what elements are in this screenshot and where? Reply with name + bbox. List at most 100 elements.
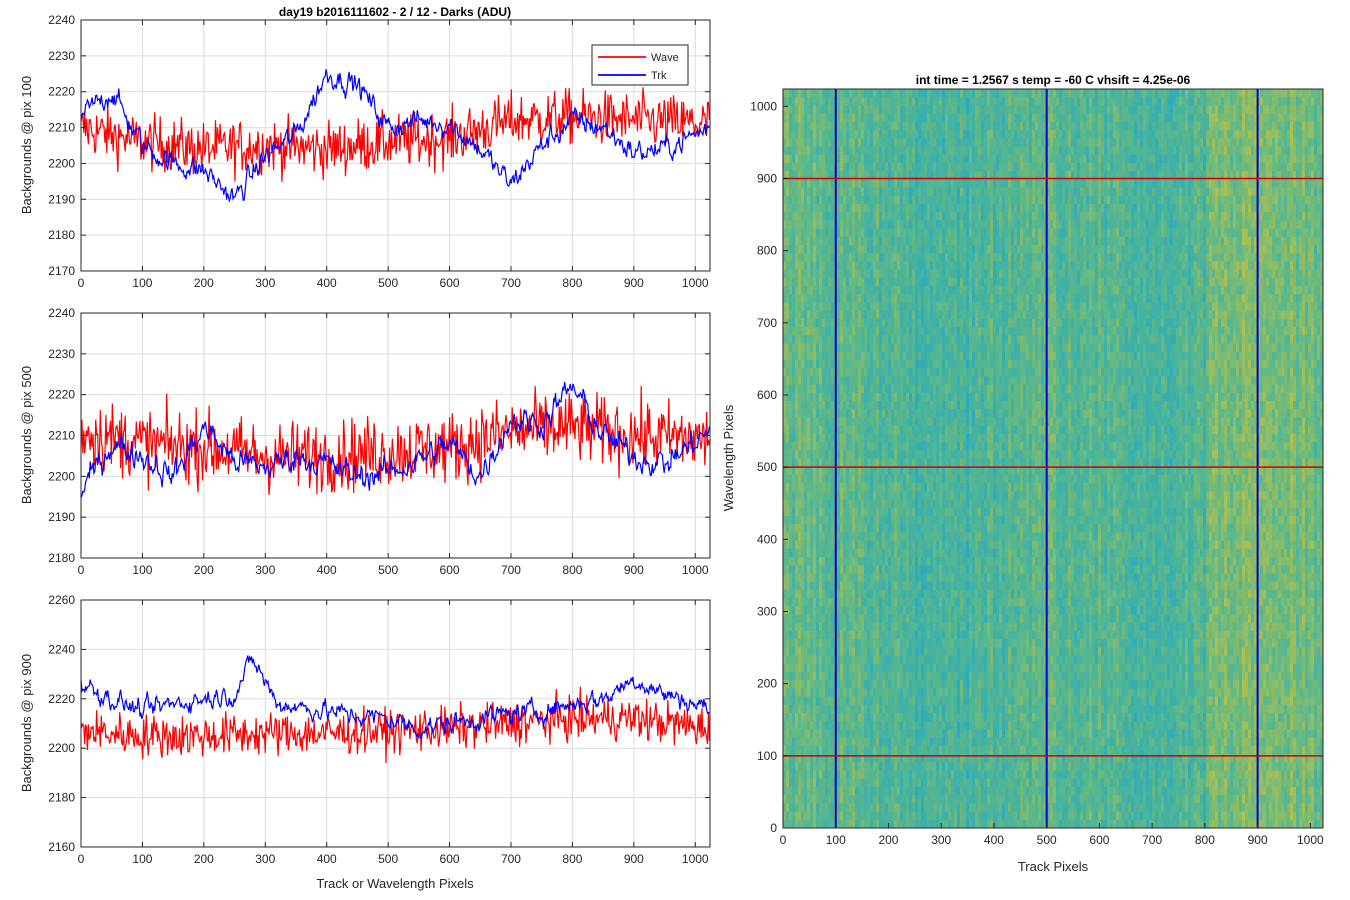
- heatmap-cell: [789, 474, 793, 484]
- heatmap-cell: [804, 737, 808, 747]
- heatmap-cell: [798, 540, 802, 550]
- heatmap-cell: [870, 146, 874, 156]
- heatmap-cell: [816, 113, 820, 123]
- heatmap-cell: [873, 105, 877, 115]
- heatmap-cell: [849, 614, 853, 624]
- heatmap-cell: [804, 179, 808, 189]
- heatmap-cell: [849, 499, 853, 509]
- heatmap-cell: [810, 795, 814, 804]
- heatmap-cell: [846, 647, 850, 657]
- heatmap-cell: [798, 713, 802, 722]
- heatmap-cell: [795, 589, 799, 599]
- heatmap-cell: [822, 639, 826, 648]
- heatmap-cell: [861, 236, 865, 246]
- heatmap-cell: [843, 811, 847, 821]
- heatmap-cell: [795, 121, 799, 131]
- heatmap-cell: [837, 359, 841, 369]
- heatmap-cell: [789, 737, 793, 747]
- heatmap-cell: [876, 359, 880, 369]
- heatmap-cell: [825, 89, 829, 98]
- heatmap-cell: [801, 203, 805, 213]
- heatmap-cell: [789, 524, 793, 533]
- heatmap-cell: [882, 499, 886, 509]
- x-axis-label: Track or Wavelength Pixels: [316, 876, 474, 891]
- heatmap-cell: [801, 425, 805, 435]
- heatmap-cell: [843, 647, 847, 657]
- heatmap-cell: [861, 483, 865, 492]
- heatmap-cell: [819, 721, 823, 731]
- heatmap-cell: [885, 671, 889, 681]
- heatmap-cell: [888, 425, 892, 435]
- heatmap-cell: [804, 589, 808, 599]
- heatmap-cell: [888, 384, 892, 394]
- heatmap-cell: [879, 138, 883, 148]
- heatmap-cell: [825, 294, 829, 304]
- heatmap-cell: [870, 819, 874, 828]
- heatmap-cell: [789, 179, 793, 189]
- heatmap-cell: [852, 630, 856, 640]
- heatmap-cell: [852, 540, 856, 550]
- heatmap-cell: [837, 598, 841, 607]
- heatmap-cell: [819, 409, 823, 419]
- heatmap-cell: [864, 121, 868, 131]
- heatmap-cell: [864, 253, 868, 263]
- heatmap-cell: [816, 474, 820, 484]
- heatmap-cell: [846, 351, 850, 361]
- heatmap-cell: [795, 146, 799, 156]
- heatmap-cell: [885, 269, 889, 279]
- heatmap-cell: [861, 187, 865, 197]
- heatmap-cell: [873, 327, 877, 336]
- heatmap-cell: [801, 532, 805, 542]
- heatmap-cell: [831, 203, 835, 213]
- heatmap-cell: [819, 310, 823, 320]
- heatmap-cell: [882, 778, 886, 788]
- heatmap-cell: [819, 146, 823, 156]
- heatmap-cell: [843, 253, 847, 263]
- heatmap-cell: [879, 130, 883, 139]
- heatmap-cell: [882, 581, 886, 591]
- heatmap-cell: [804, 335, 808, 345]
- heatmap-cell: [858, 671, 862, 681]
- heatmap-cell: [870, 721, 874, 731]
- heatmap-cell: [816, 195, 820, 205]
- heatmap-cell: [795, 97, 799, 107]
- heatmap-cell: [786, 146, 790, 156]
- heatmap-cell: [804, 491, 808, 501]
- heatmap-cell: [798, 343, 802, 353]
- heatmap-cell: [816, 220, 820, 230]
- heatmap-cell: [822, 236, 826, 246]
- heatmap-cell: [801, 138, 805, 148]
- heatmap-cell: [885, 335, 889, 345]
- heatmap-cell: [819, 277, 823, 287]
- heatmap-cell: [873, 433, 877, 443]
- heatmap-cell: [849, 392, 853, 402]
- heatmap-cell: [843, 187, 847, 197]
- heatmap-cell: [825, 737, 829, 747]
- heatmap-cell: [819, 754, 823, 763]
- heatmap-cell: [861, 704, 865, 714]
- heatmap-cell: [870, 630, 874, 640]
- heatmap-cell: [882, 598, 886, 607]
- heatmap-cell: [810, 737, 814, 747]
- heatmap-cell: [825, 795, 829, 804]
- heatmap-cell: [855, 811, 859, 821]
- heatmap-cell: [795, 507, 799, 517]
- heatmap-cell: [867, 179, 871, 189]
- heatmap-cell: [864, 491, 868, 501]
- heatmap-cell: [801, 499, 805, 509]
- heatmap-cell: [822, 359, 826, 369]
- heatmap-cell: [795, 327, 799, 336]
- heatmap-cell: [840, 179, 844, 189]
- heatmap-cell: [819, 359, 823, 369]
- heatmap-cell: [789, 696, 793, 706]
- heatmap-cell: [873, 310, 877, 320]
- heatmap-cell: [819, 433, 823, 443]
- heatmap-cell: [882, 195, 886, 205]
- heatmap-cell: [786, 384, 790, 394]
- heatmap-cell: [867, 212, 871, 221]
- heatmap-cell: [831, 245, 835, 254]
- heatmap-cell: [888, 203, 892, 213]
- heatmap-cell: [795, 786, 799, 796]
- heatmap-cell: [864, 162, 868, 172]
- heatmap-cell: [819, 105, 823, 115]
